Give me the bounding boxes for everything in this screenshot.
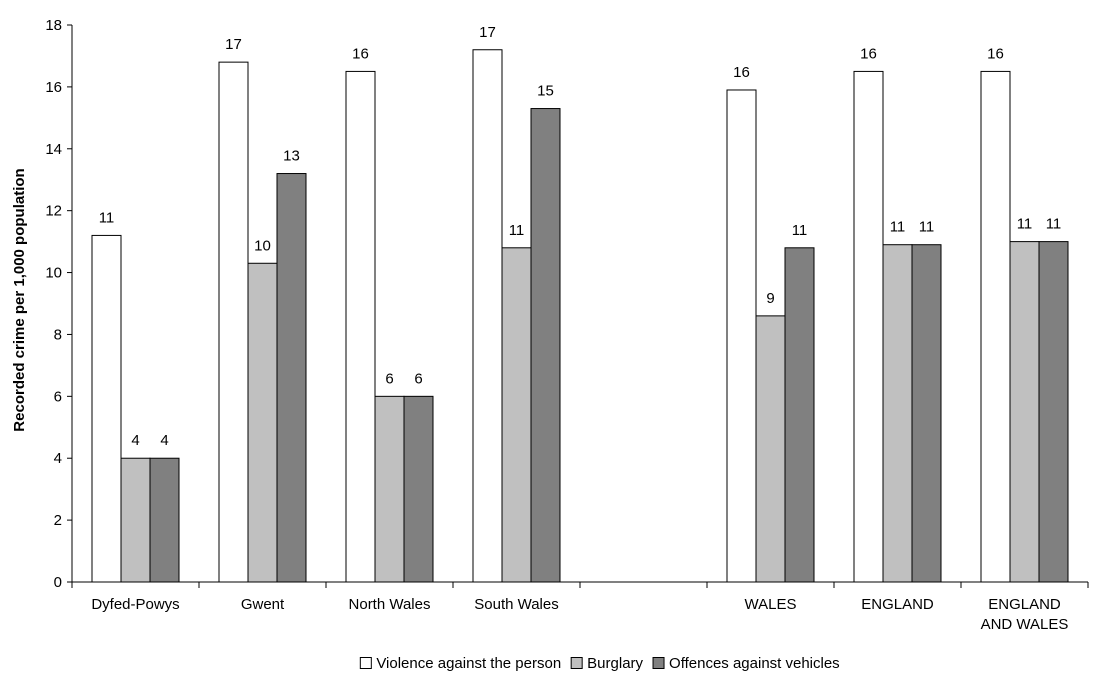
data-label: 16: [860, 45, 877, 62]
x-tick-label: WALES: [745, 596, 797, 613]
bar: [345, 70, 376, 583]
y-tick-label: 18: [45, 17, 62, 34]
data-label: 4: [160, 432, 168, 449]
bar: [501, 247, 532, 583]
legend-label: Burglary: [587, 655, 643, 672]
data-label: 6: [385, 370, 393, 387]
x-tick-label: ENGLAND: [988, 596, 1061, 613]
x-tick-label: AND WALES: [981, 616, 1069, 633]
category-labels: Dyfed-Powys Gwent North Wales South Wales WA…: [91, 596, 1068, 633]
data-label: 11: [890, 219, 906, 236]
bar: [247, 262, 278, 583]
legend-swatch: [359, 657, 372, 669]
data-label: 16: [352, 45, 369, 62]
y-tick-label: 10: [45, 265, 62, 282]
bar: [149, 457, 180, 583]
bar: [276, 173, 307, 583]
data-label: 16: [987, 45, 1004, 62]
y-axis-title: Recorded crime per 1,000 population: [11, 168, 28, 431]
y-tick-label: 4: [54, 450, 62, 467]
data-label: 11: [99, 209, 115, 226]
data-label: 11: [919, 219, 935, 236]
bar: [218, 61, 249, 583]
x-axis: [71, 581, 1089, 588]
data-label: 17: [479, 24, 496, 41]
bar: [853, 70, 884, 583]
y-tick-label: 0: [54, 574, 62, 591]
bar: [1038, 241, 1069, 583]
data-label: 11: [509, 222, 525, 239]
bar: [980, 70, 1011, 583]
legend-item: Offences against vehicles: [652, 655, 840, 672]
bar: [530, 108, 561, 583]
data-label: 10: [254, 237, 271, 254]
bar: [120, 457, 151, 583]
data-labels: 11 4 4 17 10 13 16 6 6 17 11 15 16 9 11 16 11 11 16 11 11: [99, 24, 1062, 449]
bar: [374, 395, 405, 583]
data-label: 11: [792, 222, 808, 239]
legend-label: Violence against the person: [376, 655, 561, 672]
data-label: 4: [131, 432, 139, 449]
bar: [403, 395, 434, 583]
y-tick-label: 2: [54, 512, 62, 529]
legend-swatch: [570, 657, 583, 669]
legend-item: Violence against the person: [359, 655, 561, 672]
y-tick-label: 6: [54, 388, 62, 405]
data-label: 9: [766, 290, 774, 307]
data-label: 16: [733, 64, 750, 81]
bar: [1009, 241, 1040, 583]
bar: [472, 49, 503, 583]
x-tick-label: Gwent: [241, 596, 285, 613]
data-label: 17: [225, 36, 242, 53]
x-tick-label: South Wales: [474, 596, 559, 613]
bar: [755, 315, 786, 583]
legend-label: Offences against vehicles: [669, 655, 840, 672]
y-axis: 0 2 4 6 8 10 12 14 16 18: [45, 17, 73, 591]
legend-swatch: [652, 657, 665, 669]
legend: Violence against the person Burglary Offen…: [359, 655, 840, 672]
bar: [91, 234, 122, 583]
data-label: 11: [1046, 216, 1062, 233]
data-label: 15: [537, 83, 554, 100]
bar: [726, 89, 757, 583]
x-tick-label: ENGLAND: [861, 596, 934, 613]
data-label: 11: [1017, 216, 1033, 233]
bars: [91, 49, 1069, 583]
bar: [882, 244, 913, 583]
y-tick-label: 16: [45, 79, 62, 96]
x-tick-label: North Wales: [349, 596, 431, 613]
bar: [784, 247, 815, 583]
y-tick-label: 8: [54, 326, 62, 343]
x-tick-label: Dyfed-Powys: [91, 596, 179, 613]
bar: [911, 244, 942, 583]
data-label: 13: [283, 148, 300, 165]
y-tick-label: 12: [45, 203, 62, 220]
legend-item: Burglary: [570, 655, 644, 672]
data-label: 6: [414, 370, 422, 387]
y-tick-label: 14: [45, 141, 62, 158]
